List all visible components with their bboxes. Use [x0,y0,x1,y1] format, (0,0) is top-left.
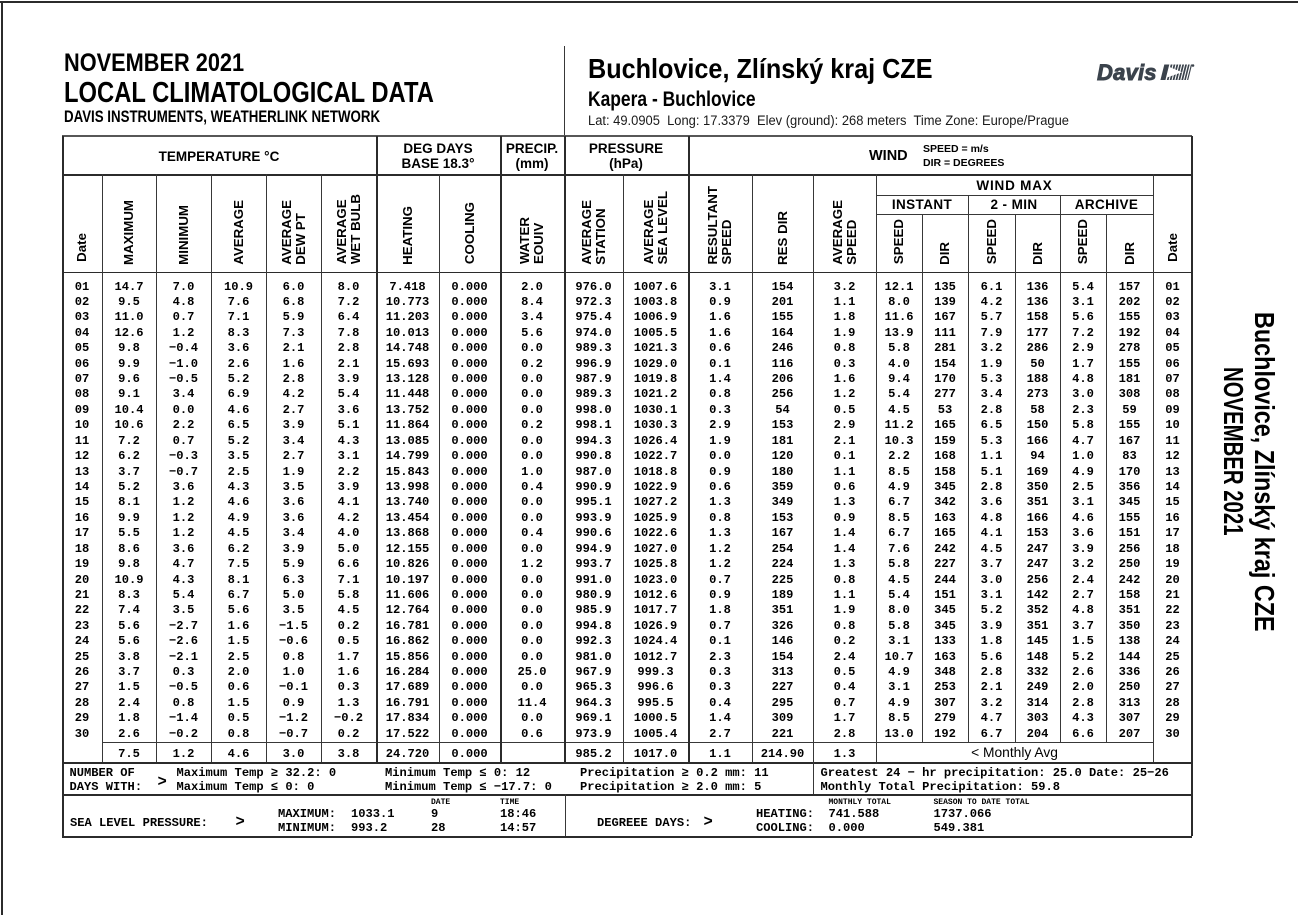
svg-text:Davis: Davis [1097,62,1157,84]
